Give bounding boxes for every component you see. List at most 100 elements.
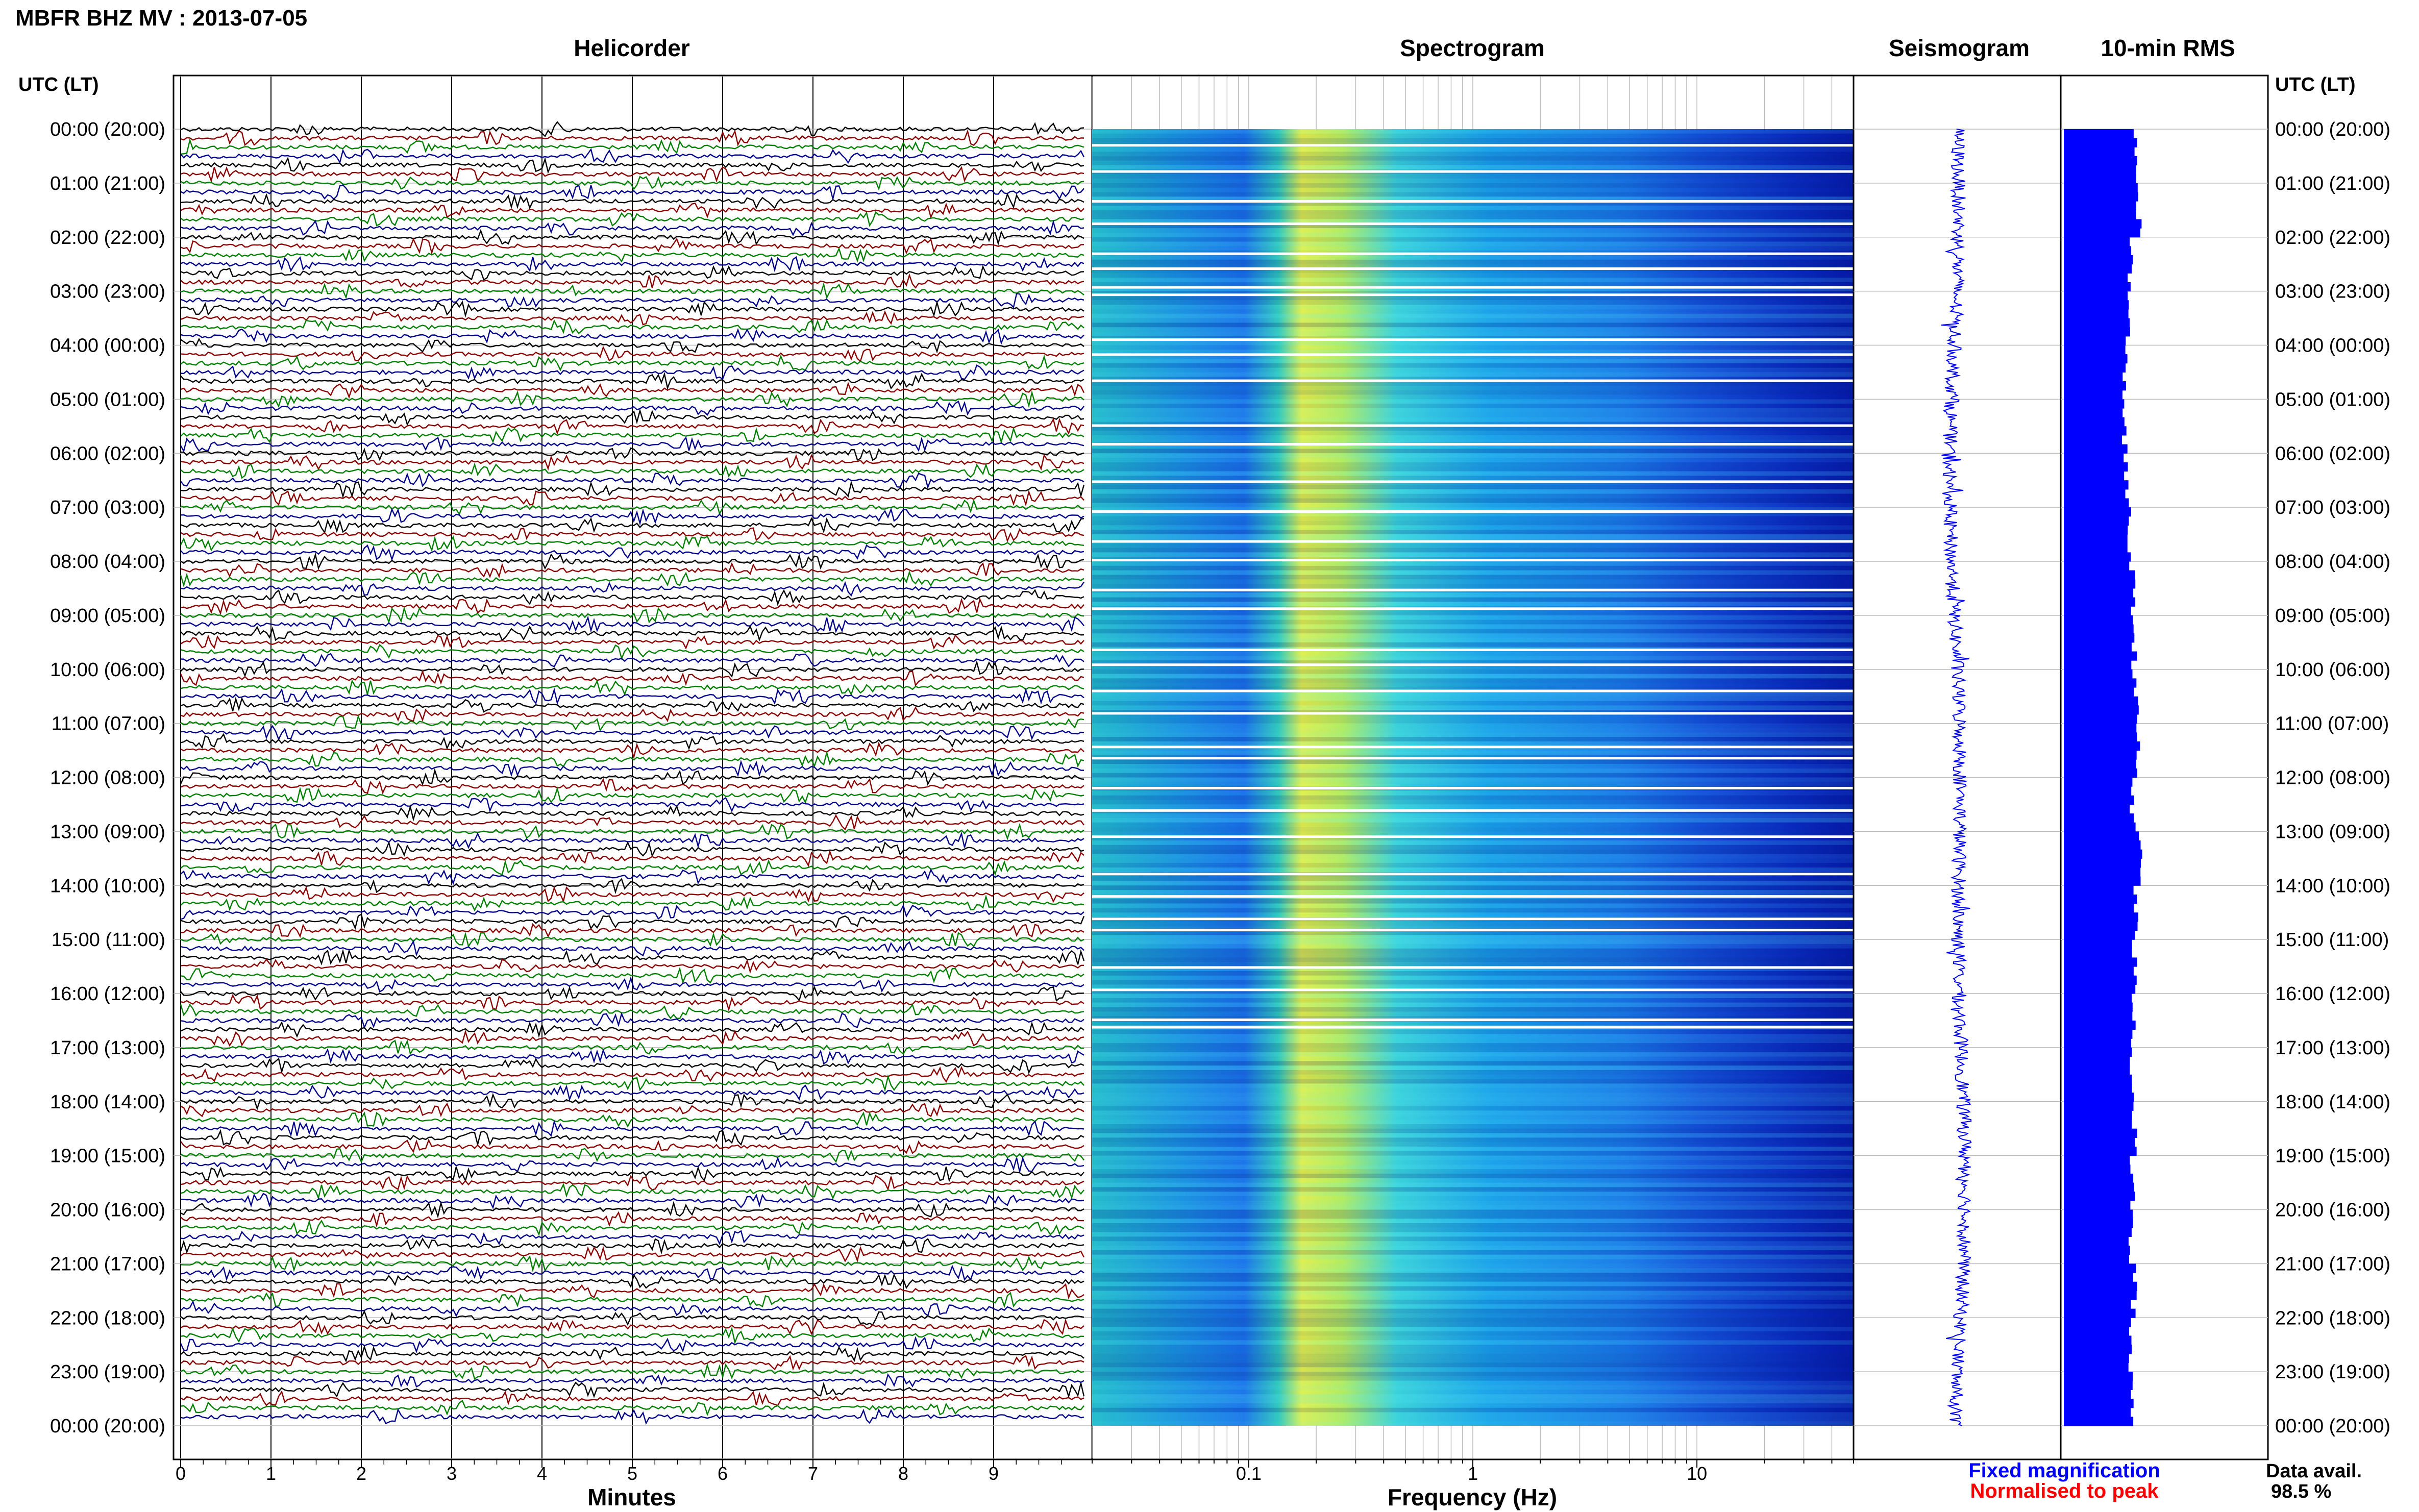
spectrogram-row	[1092, 372, 1854, 377]
time-label-left: 07:00 (03:00)	[50, 497, 165, 518]
spectrogram-row	[1092, 1070, 1854, 1075]
time-label-left: 20:00 (16:00)	[50, 1200, 165, 1221]
helicorder-trace	[180, 1255, 1084, 1273]
helicorder-trace	[180, 931, 1084, 948]
spectrogram-row	[1092, 1353, 1854, 1358]
spectrogram-row	[1092, 948, 1854, 953]
time-label-left: 16:00 (12:00)	[50, 983, 165, 1005]
rms-bar	[2064, 246, 2132, 256]
spectrogram-row	[1092, 1219, 1854, 1223]
spectrogram-row	[1092, 219, 1854, 224]
rms-bar	[2064, 795, 2134, 805]
helicorder-trace	[180, 300, 1084, 318]
spectrogram-row	[1092, 1182, 1854, 1187]
rms-bar	[2064, 930, 2135, 940]
spectrogram-row	[1092, 1142, 1854, 1147]
helicorder-trace	[180, 859, 1084, 876]
rms-bar	[2064, 1417, 2134, 1426]
helicorder-trace	[180, 1029, 1084, 1047]
rms-bar	[2064, 363, 2126, 373]
spectrogram-row	[1092, 1110, 1854, 1116]
helicorder-trace	[180, 1065, 1084, 1083]
helicorder-tick-label: 7	[808, 1463, 818, 1484]
spectrogram-row	[1092, 1300, 1854, 1304]
spectrogram-row	[1092, 629, 1854, 634]
spectrogram-row	[1092, 1002, 1854, 1007]
spectrogram-row	[1092, 718, 1854, 724]
spectrogram-row	[1092, 1259, 1854, 1264]
helicorder-trace	[180, 1048, 1084, 1065]
spectrogram-gap	[1092, 786, 1854, 789]
helicorder-trace	[180, 1129, 1084, 1146]
spectrogram-row	[1092, 1318, 1854, 1323]
spectrogram-row	[1092, 417, 1854, 422]
spectrogram-row	[1092, 935, 1854, 940]
time-label-left: 02:00 (22:00)	[50, 227, 165, 249]
time-axis-label-right: UTC (LT)	[2275, 74, 2356, 95]
spectrogram-gap	[1092, 144, 1854, 147]
spectrogram-row	[1092, 412, 1854, 417]
data-avail-value: 98.5 %	[2271, 1481, 2331, 1502]
helicorder-tick-label: 9	[989, 1463, 999, 1484]
spectrogram-row	[1092, 327, 1854, 332]
spectrogram-row	[1092, 827, 1854, 832]
helicorder-trace	[180, 597, 1084, 615]
spectrogram-row	[1092, 575, 1854, 580]
spectrogram-row	[1092, 1399, 1854, 1403]
time-label-right: 16:00 (12:00)	[2275, 983, 2390, 1005]
spectrogram-row	[1092, 723, 1854, 728]
spectrogram-row	[1092, 318, 1854, 323]
spectrogram-gap	[1092, 966, 1854, 969]
helicorder-trace	[180, 1237, 1084, 1255]
spectrogram-row	[1092, 345, 1854, 350]
helicorder-trace	[180, 670, 1084, 687]
rms-bar	[2064, 633, 2135, 643]
spectrogram-row	[1092, 530, 1854, 534]
rms-bar	[2064, 696, 2138, 706]
spectrogram-row	[1092, 863, 1854, 867]
helicorder-trace	[180, 804, 1084, 822]
rms-bar	[2064, 624, 2134, 634]
helicorder-trace	[180, 473, 1084, 489]
spectrogram-row	[1092, 984, 1854, 989]
spectrogram-row	[1092, 179, 1854, 183]
rms-bar	[2064, 228, 2140, 238]
helicorder-trace	[180, 625, 1084, 642]
rms-bar	[2064, 903, 2134, 913]
helicorder-trace	[180, 1148, 1084, 1163]
helicorder-trace	[180, 499, 1084, 516]
spectrogram-row	[1092, 1250, 1854, 1255]
time-label-left: 01:00 (21:00)	[50, 173, 165, 194]
rms-bar	[2064, 1326, 2130, 1336]
spectrogram-row	[1092, 795, 1854, 800]
spectrogram-row	[1092, 890, 1854, 895]
rms-bar	[2064, 435, 2122, 445]
spectrogram-gap	[1092, 689, 1854, 692]
rms-bar	[2064, 606, 2131, 616]
spectrogram-row	[1092, 449, 1854, 454]
spectrogram-row	[1092, 1322, 1854, 1327]
spectrogram-row	[1092, 1097, 1854, 1102]
rms-bar	[2064, 354, 2128, 364]
rms-bar	[2064, 534, 2128, 544]
rms-bar	[2064, 210, 2136, 219]
spectrogram-tick-label: 0.1	[1236, 1463, 1262, 1484]
rms-bar	[2064, 417, 2125, 427]
rms-bar	[2064, 840, 2141, 850]
rms-bar	[2064, 237, 2130, 246]
spectrogram-row	[1092, 268, 1854, 274]
helicorder-trace	[180, 570, 1084, 588]
helicorder-trace	[180, 1283, 1084, 1300]
helicorder-trace	[180, 831, 1084, 849]
spectrogram-row	[1092, 520, 1854, 526]
rms-bar	[2064, 300, 2129, 310]
spectrogram-row	[1092, 804, 1854, 809]
spectrogram-row	[1092, 1263, 1854, 1269]
rms-bar	[2064, 336, 2126, 346]
rms-bar	[2064, 390, 2122, 400]
rms-bar	[2064, 1200, 2131, 1210]
spectrogram-row	[1092, 1394, 1854, 1399]
spectrogram-row	[1092, 759, 1854, 764]
rms-bar	[2064, 1227, 2132, 1237]
spectrogram-row	[1092, 728, 1854, 733]
